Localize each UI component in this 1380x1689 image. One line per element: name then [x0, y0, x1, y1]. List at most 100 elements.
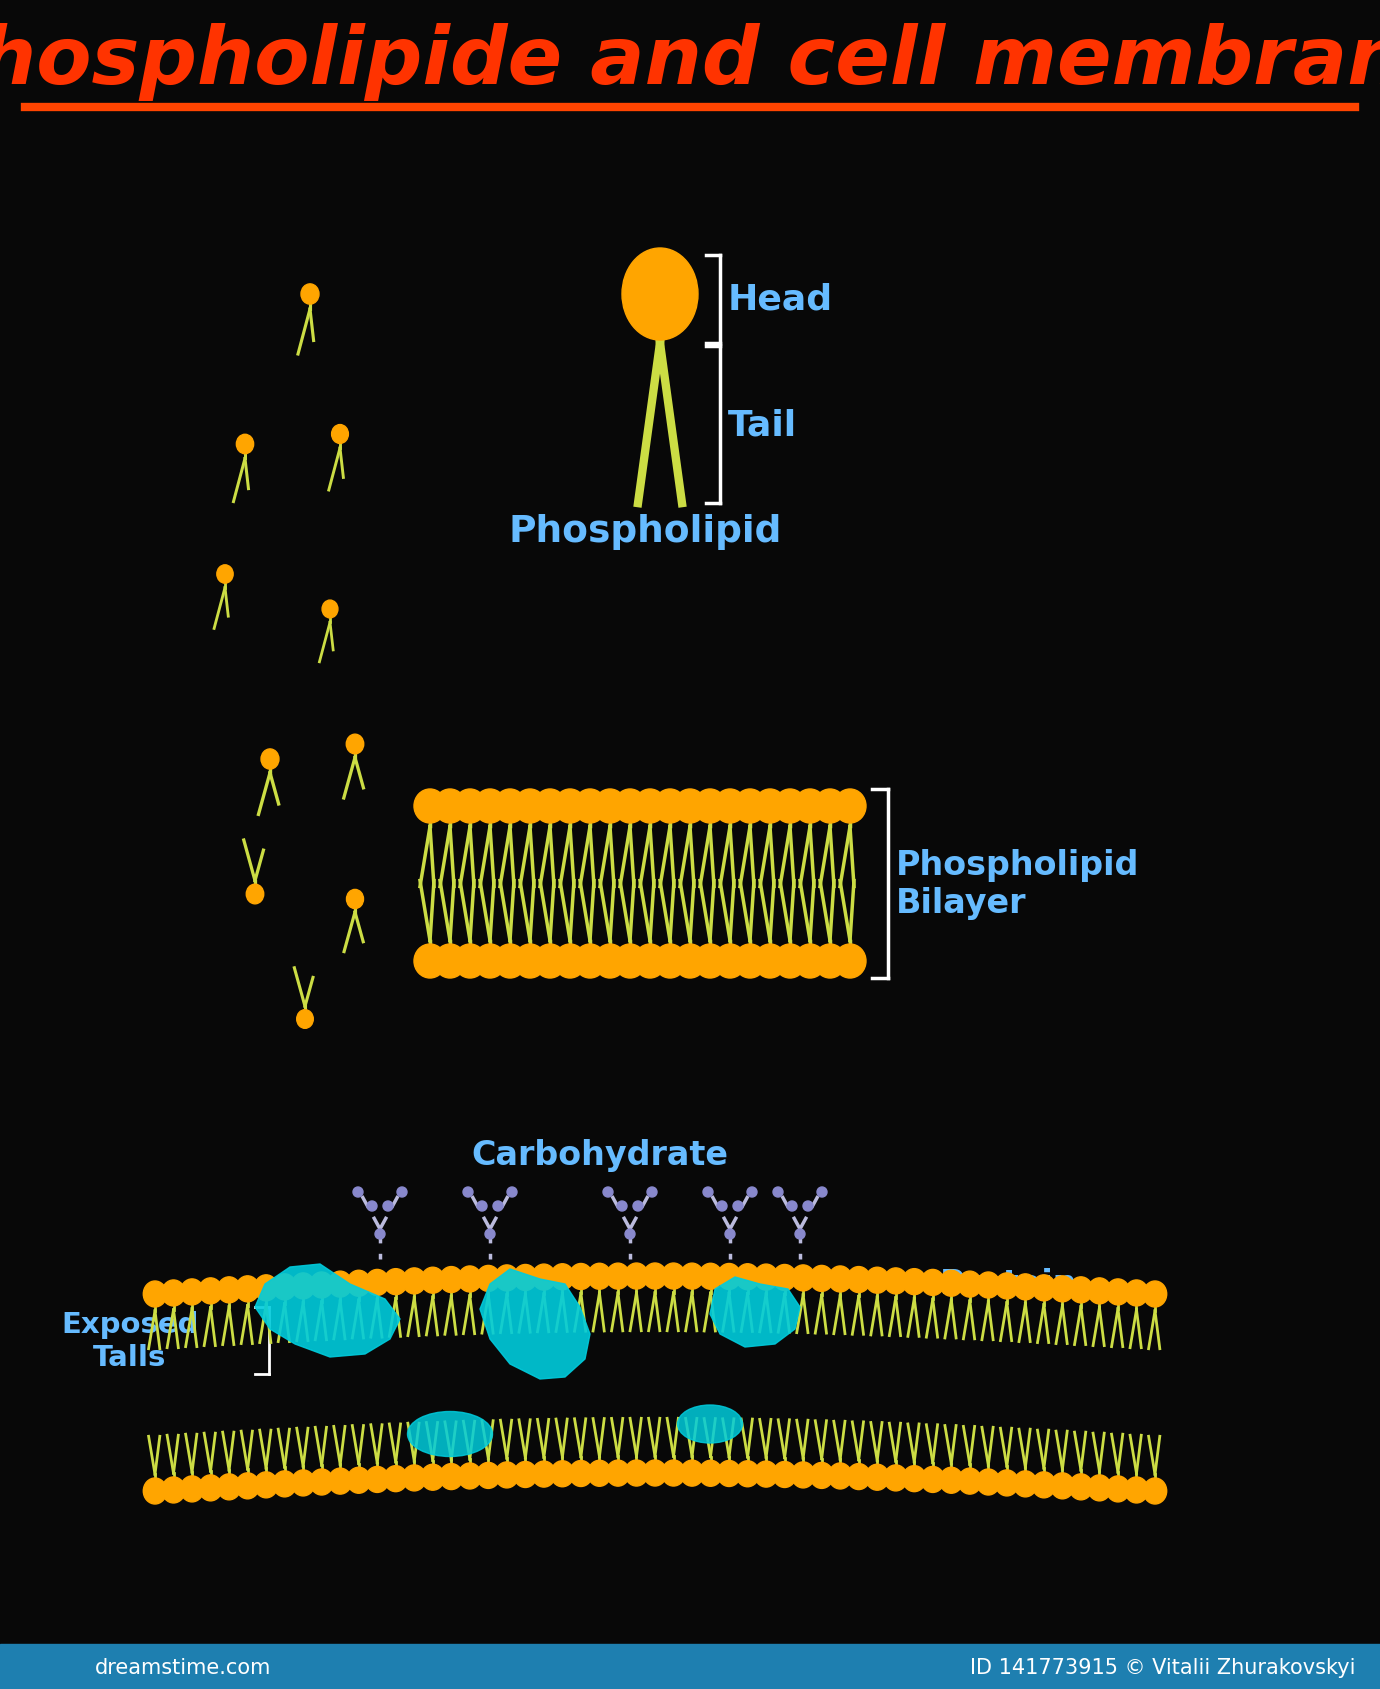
Circle shape	[367, 1201, 377, 1211]
Ellipse shape	[236, 1277, 259, 1302]
Ellipse shape	[476, 1265, 500, 1292]
Ellipse shape	[384, 1466, 407, 1491]
Ellipse shape	[713, 789, 747, 824]
Ellipse shape	[885, 1268, 908, 1294]
Ellipse shape	[625, 1263, 649, 1289]
Ellipse shape	[199, 1279, 222, 1304]
Ellipse shape	[495, 1463, 519, 1488]
Ellipse shape	[181, 1476, 204, 1502]
Ellipse shape	[885, 1464, 908, 1491]
Ellipse shape	[218, 1474, 240, 1500]
Ellipse shape	[533, 1265, 556, 1290]
Ellipse shape	[331, 426, 348, 444]
Ellipse shape	[181, 1279, 204, 1306]
Ellipse shape	[940, 1270, 963, 1297]
Ellipse shape	[753, 944, 787, 978]
Ellipse shape	[273, 1274, 297, 1301]
Ellipse shape	[322, 601, 338, 618]
Circle shape	[506, 1187, 518, 1198]
Ellipse shape	[217, 566, 233, 584]
Ellipse shape	[865, 1267, 889, 1294]
Ellipse shape	[569, 1263, 592, 1290]
Ellipse shape	[680, 1263, 704, 1289]
Ellipse shape	[1070, 1474, 1093, 1500]
Ellipse shape	[407, 1412, 493, 1456]
Circle shape	[724, 1230, 736, 1240]
Ellipse shape	[513, 944, 546, 978]
Ellipse shape	[793, 789, 827, 824]
Ellipse shape	[673, 789, 707, 824]
Ellipse shape	[414, 944, 446, 978]
Circle shape	[787, 1201, 798, 1211]
Circle shape	[375, 1230, 385, 1240]
Ellipse shape	[606, 1461, 629, 1486]
Ellipse shape	[718, 1263, 741, 1290]
Ellipse shape	[533, 1461, 556, 1488]
Ellipse shape	[774, 789, 806, 824]
Ellipse shape	[1050, 1473, 1074, 1498]
Ellipse shape	[662, 1461, 686, 1486]
Ellipse shape	[1143, 1478, 1166, 1505]
Ellipse shape	[736, 1263, 759, 1290]
Ellipse shape	[513, 1265, 537, 1290]
Ellipse shape	[254, 1275, 277, 1301]
Ellipse shape	[698, 1263, 722, 1289]
Ellipse shape	[1107, 1279, 1130, 1306]
Ellipse shape	[698, 1461, 722, 1486]
Ellipse shape	[643, 1459, 667, 1486]
Circle shape	[353, 1187, 363, 1198]
Ellipse shape	[495, 1265, 519, 1290]
Ellipse shape	[593, 944, 627, 978]
Ellipse shape	[440, 1267, 464, 1292]
Ellipse shape	[588, 1263, 611, 1289]
Ellipse shape	[246, 885, 264, 904]
Ellipse shape	[680, 1461, 704, 1486]
Ellipse shape	[694, 789, 726, 824]
Ellipse shape	[473, 944, 506, 978]
Text: Phospholipid
Bilayer: Phospholipid Bilayer	[896, 848, 1140, 919]
Ellipse shape	[310, 1272, 334, 1299]
Ellipse shape	[995, 1469, 1018, 1496]
Ellipse shape	[814, 944, 846, 978]
Ellipse shape	[534, 944, 566, 978]
Ellipse shape	[291, 1274, 315, 1299]
Ellipse shape	[920, 1270, 944, 1295]
Ellipse shape	[755, 1265, 778, 1290]
Ellipse shape	[366, 1270, 389, 1295]
Ellipse shape	[1032, 1275, 1056, 1301]
Ellipse shape	[633, 789, 667, 824]
Ellipse shape	[328, 1272, 352, 1297]
Ellipse shape	[574, 944, 606, 978]
Ellipse shape	[421, 1267, 444, 1294]
Ellipse shape	[301, 285, 319, 306]
Ellipse shape	[995, 1274, 1018, 1299]
Ellipse shape	[673, 944, 707, 978]
Ellipse shape	[513, 789, 546, 824]
Ellipse shape	[1087, 1474, 1111, 1502]
Text: Carbohydrate: Carbohydrate	[472, 1138, 729, 1170]
Text: ID 141773915 © Vitalii Zhurakovskyi: ID 141773915 © Vitalii Zhurakovskyi	[970, 1657, 1355, 1677]
Ellipse shape	[1070, 1277, 1093, 1304]
Ellipse shape	[476, 1463, 500, 1488]
Ellipse shape	[551, 1461, 574, 1486]
Ellipse shape	[755, 1461, 778, 1488]
Ellipse shape	[625, 1461, 649, 1486]
Circle shape	[625, 1230, 635, 1240]
Polygon shape	[480, 1268, 591, 1380]
Ellipse shape	[774, 944, 806, 978]
Ellipse shape	[1032, 1473, 1056, 1498]
Ellipse shape	[865, 1464, 889, 1490]
Ellipse shape	[834, 789, 867, 824]
Ellipse shape	[958, 1272, 981, 1297]
Circle shape	[795, 1230, 805, 1240]
Bar	[0, 1643, 1380, 1689]
Ellipse shape	[834, 944, 867, 978]
Circle shape	[718, 1201, 727, 1211]
Ellipse shape	[254, 1473, 277, 1498]
Ellipse shape	[847, 1464, 871, 1490]
Ellipse shape	[403, 1464, 426, 1491]
Ellipse shape	[828, 1267, 851, 1292]
Ellipse shape	[346, 1468, 370, 1493]
Circle shape	[817, 1187, 827, 1198]
Ellipse shape	[903, 1466, 926, 1491]
